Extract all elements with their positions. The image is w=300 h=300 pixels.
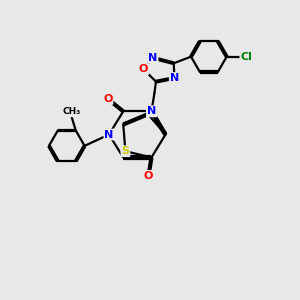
- Text: O: O: [144, 171, 153, 181]
- Text: N: N: [147, 106, 156, 116]
- Text: N: N: [148, 53, 158, 63]
- Text: CH₃: CH₃: [62, 107, 80, 116]
- Text: S: S: [122, 146, 129, 156]
- Text: N: N: [170, 73, 179, 83]
- Text: O: O: [103, 94, 112, 104]
- Text: N: N: [104, 130, 114, 140]
- Text: O: O: [139, 64, 148, 74]
- Text: Cl: Cl: [240, 52, 252, 62]
